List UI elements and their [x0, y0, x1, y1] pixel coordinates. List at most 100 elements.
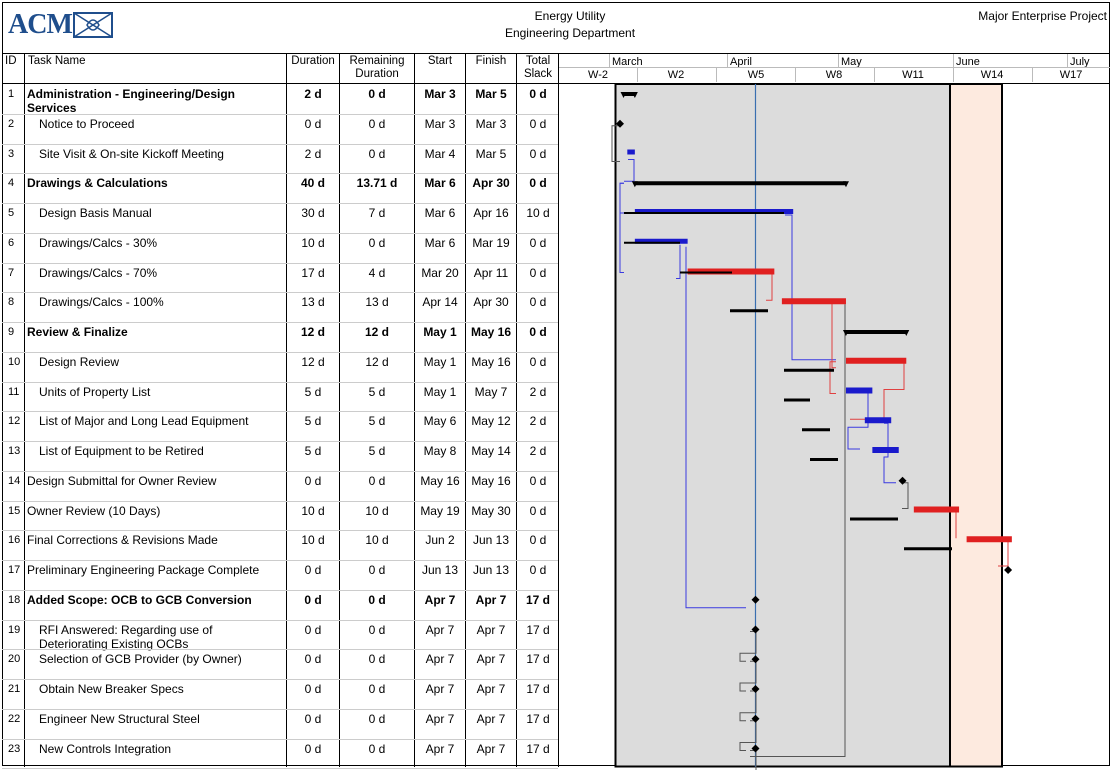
task-8-name[interactable]: Drawings/Calcs - 100% — [39, 295, 164, 310]
task-2-name[interactable]: Notice to Proceed — [39, 116, 135, 131]
task-22-finish[interactable]: Apr 7 — [476, 711, 506, 726]
task-14-finish[interactable]: May 16 — [471, 473, 511, 488]
task-14-start[interactable]: May 16 — [420, 473, 460, 488]
task-20-duration[interactable]: 0 d — [304, 652, 322, 667]
task-1-name[interactable]: Administration - Engineering/Design Serv… — [27, 87, 236, 115]
task-15-duration[interactable]: 10 d — [301, 503, 325, 518]
task-4-start[interactable]: Mar 6 — [424, 176, 456, 191]
task-15-id[interactable]: 15 — [8, 504, 21, 517]
task-23-duration[interactable]: 0 d — [304, 741, 322, 756]
task-14-remaining[interactable]: 0 d — [368, 473, 386, 488]
task-10-duration[interactable]: 12 d — [301, 354, 325, 369]
task-9-duration[interactable]: 12 d — [300, 325, 325, 339]
task-6-id[interactable]: 6 — [8, 236, 15, 249]
task-5-start[interactable]: Mar 6 — [424, 206, 456, 220]
task-6-start[interactable]: Mar 6 — [424, 235, 456, 250]
task-19-start[interactable]: Apr 7 — [425, 622, 455, 637]
task-13-remaining[interactable]: 5 d — [368, 444, 386, 458]
col-duration-header[interactable]: Duration — [291, 55, 335, 67]
task-9-remaining[interactable]: 12 d — [364, 325, 389, 339]
task-1-finish[interactable]: Mar 5 — [475, 87, 507, 101]
task-5-remaining[interactable]: 7 d — [368, 206, 386, 220]
task-2-remaining[interactable]: 0 d — [368, 116, 386, 131]
task-13-slack[interactable]: 2 d — [529, 444, 547, 458]
col-remaining-header[interactable]: Remaining Duration — [349, 55, 405, 80]
task-3-duration[interactable]: 2 d — [304, 146, 322, 161]
task-16-start[interactable]: Jun 2 — [425, 533, 455, 548]
task-7-id[interactable]: 7 — [8, 266, 15, 279]
task-17-slack[interactable]: 0 d — [529, 563, 547, 577]
task-14-id[interactable]: 14 — [8, 474, 21, 487]
task-23-slack[interactable]: 17 d — [526, 741, 550, 756]
task-1-duration[interactable]: 2 d — [304, 87, 322, 101]
task-2-finish[interactable]: Mar 3 — [475, 116, 507, 131]
task-18-id[interactable]: 18 — [8, 593, 21, 606]
task-4-duration[interactable]: 40 d — [300, 176, 325, 191]
task-6-duration[interactable]: 10 d — [301, 235, 325, 250]
task-1-slack[interactable]: 0 d — [529, 87, 547, 101]
task-2-start[interactable]: Mar 3 — [424, 116, 456, 131]
task-8-slack[interactable]: 0 d — [529, 295, 547, 310]
task-8-remaining[interactable]: 13 d — [365, 295, 389, 310]
task-21-finish[interactable]: Apr 7 — [476, 682, 506, 696]
task-11-slack[interactable]: 2 d — [529, 384, 547, 399]
task-20-name[interactable]: Selection of GCB Provider (by Owner) — [39, 652, 242, 667]
task-22-remaining[interactable]: 0 d — [368, 711, 386, 726]
task-10-start[interactable]: May 1 — [423, 354, 457, 369]
task-18-start[interactable]: Apr 7 — [424, 592, 456, 607]
task-22-name[interactable]: Engineer New Structural Steel — [39, 711, 200, 726]
task-20-start[interactable]: Apr 7 — [425, 652, 455, 667]
task-14-slack[interactable]: 0 d — [529, 473, 547, 488]
task-10-slack[interactable]: 0 d — [529, 354, 547, 369]
task-18-finish[interactable]: Apr 7 — [475, 592, 507, 607]
col-slack-header[interactable]: Total Slack — [523, 55, 553, 80]
col-task-name-header[interactable]: Task Name — [28, 55, 86, 67]
task-9-finish[interactable]: May 16 — [470, 325, 512, 339]
col-start-header[interactable]: Start — [427, 55, 453, 67]
task-8-finish[interactable]: Apr 30 — [473, 295, 509, 310]
task-11-finish[interactable]: May 7 — [474, 384, 508, 399]
col-id-header[interactable]: ID — [5, 55, 17, 67]
task-6-remaining[interactable]: 0 d — [368, 235, 386, 250]
task-12-duration[interactable]: 5 d — [304, 414, 322, 429]
task-23-remaining[interactable]: 0 d — [368, 741, 386, 756]
task-12-start[interactable]: May 6 — [423, 414, 457, 429]
task-22-slack[interactable]: 17 d — [526, 711, 550, 726]
task-1-remaining[interactable]: 0 d — [368, 87, 386, 101]
task-11-name[interactable]: Units of Property List — [39, 384, 151, 399]
task-4-slack[interactable]: 0 d — [529, 176, 547, 191]
task-17-finish[interactable]: Jun 13 — [472, 563, 510, 577]
task-15-remaining[interactable]: 10 d — [365, 503, 389, 518]
task-7-remaining[interactable]: 4 d — [368, 265, 386, 280]
task-4-finish[interactable]: Apr 30 — [472, 176, 510, 191]
task-16-slack[interactable]: 0 d — [529, 533, 547, 548]
task-23-id[interactable]: 23 — [8, 742, 21, 755]
task-11-duration[interactable]: 5 d — [304, 384, 322, 399]
task-3-id[interactable]: 3 — [8, 147, 15, 160]
task-22-start[interactable]: Apr 7 — [425, 711, 455, 726]
task-7-start[interactable]: Mar 20 — [421, 265, 459, 280]
task-13-start[interactable]: May 8 — [423, 444, 457, 458]
task-12-id[interactable]: 12 — [8, 415, 21, 428]
task-18-remaining[interactable]: 0 d — [368, 592, 386, 607]
task-9-id[interactable]: 9 — [8, 326, 15, 338]
task-7-name[interactable]: Drawings/Calcs - 70% — [39, 265, 158, 280]
task-21-id[interactable]: 21 — [8, 683, 21, 695]
task-21-remaining[interactable]: 0 d — [368, 682, 386, 696]
task-16-name[interactable]: Final Corrections & Revisions Made — [27, 533, 218, 548]
task-17-start[interactable]: Jun 13 — [421, 563, 459, 577]
task-11-remaining[interactable]: 5 d — [368, 384, 386, 399]
task-22-duration[interactable]: 0 d — [304, 711, 322, 726]
task-5-name[interactable]: Design Basis Manual — [39, 206, 152, 220]
task-3-name[interactable]: Site Visit & On-site Kickoff Meeting — [39, 146, 224, 161]
task-11-id[interactable]: 11 — [8, 385, 20, 398]
task-9-slack[interactable]: 0 d — [529, 325, 547, 339]
task-16-remaining[interactable]: 10 d — [365, 533, 389, 548]
task-15-name[interactable]: Owner Review (10 Days) — [27, 503, 161, 518]
task-19-remaining[interactable]: 0 d — [368, 622, 386, 637]
task-19-name[interactable]: RFI Answered: Regarding use of Deteriora… — [39, 622, 213, 651]
task-2-slack[interactable]: 0 d — [529, 116, 547, 131]
task-1-id[interactable]: 1 — [8, 88, 15, 100]
task-2-id[interactable]: 2 — [8, 117, 15, 130]
task-9-start[interactable]: May 1 — [423, 325, 457, 339]
